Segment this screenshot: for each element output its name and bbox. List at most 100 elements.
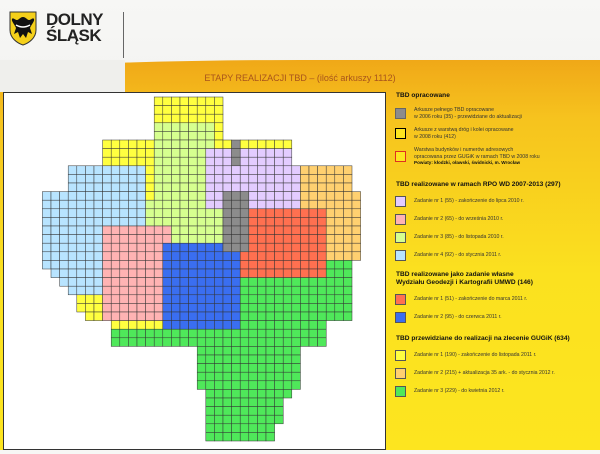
map-sheet <box>145 225 155 235</box>
map-sheet <box>239 148 250 158</box>
map-sheet <box>179 251 189 261</box>
map-sheet <box>145 268 155 278</box>
map-sheet <box>325 251 336 261</box>
map-sheet <box>214 406 224 416</box>
map-sheet <box>110 285 121 296</box>
map-sheet <box>300 294 310 304</box>
map-sheet <box>162 260 172 270</box>
map-sheet <box>205 337 215 347</box>
map-sheet <box>76 182 86 192</box>
map-sheet <box>248 303 258 313</box>
map-sheet <box>265 217 275 227</box>
map-sheet <box>282 199 293 210</box>
map-sheet <box>162 294 172 304</box>
map-sheet <box>214 122 224 132</box>
map-sheet <box>110 242 121 253</box>
map-sheet <box>50 268 60 278</box>
map-sheet <box>93 217 103 227</box>
map-sheet <box>119 217 129 227</box>
map-sheet <box>291 285 301 296</box>
map-sheet <box>196 363 207 373</box>
legend-item-text: Zadanie nr 1 (190) - zakończenie do list… <box>414 352 536 359</box>
legend-item: Zadanie nr 2 (215) + aktualizacja 35 ark… <box>395 367 598 379</box>
map-sheet <box>85 242 95 253</box>
map-sheet <box>93 294 103 304</box>
map-sheet <box>222 337 232 347</box>
map-sheet <box>119 139 129 149</box>
logo-line-2: ŚLĄSK <box>46 26 102 45</box>
map-sheet <box>128 260 138 270</box>
logo-line-1: DOLNY <box>46 10 104 29</box>
map-sheet <box>128 156 138 167</box>
map-sheet <box>308 303 318 313</box>
map-sheet <box>231 199 241 210</box>
legend-text: Zadanie nr 2 (65) - do września 2010 r. <box>414 215 504 222</box>
map-sheet <box>343 208 353 218</box>
map-sheet <box>196 182 207 192</box>
map-sheet <box>282 148 293 158</box>
map-sheet <box>257 363 267 373</box>
map-sheet <box>136 268 146 278</box>
map-sheet <box>231 354 241 364</box>
map-sheet <box>325 303 336 313</box>
map-sheet <box>136 328 146 339</box>
legend-title-line: TBD opracowane <box>396 92 450 99</box>
map-sheet <box>128 320 138 330</box>
map-sheet <box>265 311 275 321</box>
map-sheet <box>239 380 250 390</box>
map-sheet <box>188 337 198 347</box>
map-sheet <box>239 328 250 339</box>
map-sheet <box>179 113 189 124</box>
map-sheet <box>257 268 267 278</box>
map-sheet <box>248 389 258 399</box>
map-sheet <box>274 380 284 390</box>
map-sheet <box>162 311 172 321</box>
map-sheet <box>231 225 241 235</box>
map-sheet <box>76 191 86 201</box>
map-sheet <box>214 208 224 218</box>
map-sheet <box>291 337 301 347</box>
map-sheet <box>110 191 121 201</box>
map-sheet <box>222 285 232 296</box>
map-sheet <box>214 217 224 227</box>
map-sheet <box>343 199 353 210</box>
map-sheet <box>291 346 301 356</box>
map-sheet <box>248 311 258 321</box>
map-sheet <box>343 311 353 321</box>
map-sheet <box>188 328 198 339</box>
map-sheet <box>128 208 138 218</box>
map-sheet <box>205 174 215 184</box>
map-sheet <box>239 311 250 321</box>
map-sheet <box>128 139 138 149</box>
map-sheet <box>265 414 275 425</box>
map-sheet <box>214 113 224 124</box>
map-sheet <box>76 199 86 210</box>
map-sheet <box>239 346 250 356</box>
map-sheet <box>93 208 103 218</box>
map-sheet <box>231 346 241 356</box>
map-sheet <box>171 225 181 235</box>
map-sheet <box>153 260 164 270</box>
map-sheet <box>42 199 52 210</box>
map-sheet <box>214 432 224 442</box>
map-sheet <box>274 294 284 304</box>
map-sheet <box>205 251 215 261</box>
map-sheet <box>136 303 146 313</box>
map-sheet <box>291 217 301 227</box>
map-sheet <box>291 174 301 184</box>
map-sheet <box>257 182 267 192</box>
map-sheet <box>239 165 250 175</box>
map-sheet <box>76 217 86 227</box>
map-sheet <box>334 208 344 218</box>
map-sheet <box>317 277 327 287</box>
map-sheet <box>179 122 189 132</box>
map-sheet <box>205 346 215 356</box>
map-sheet <box>110 260 121 270</box>
map-sheet <box>128 182 138 192</box>
map-sheet <box>282 320 293 330</box>
map-sheet <box>248 268 258 278</box>
map-sheet <box>205 105 215 115</box>
map-sheet <box>162 165 172 175</box>
map-sheet <box>205 217 215 227</box>
map-sheet <box>119 199 129 210</box>
